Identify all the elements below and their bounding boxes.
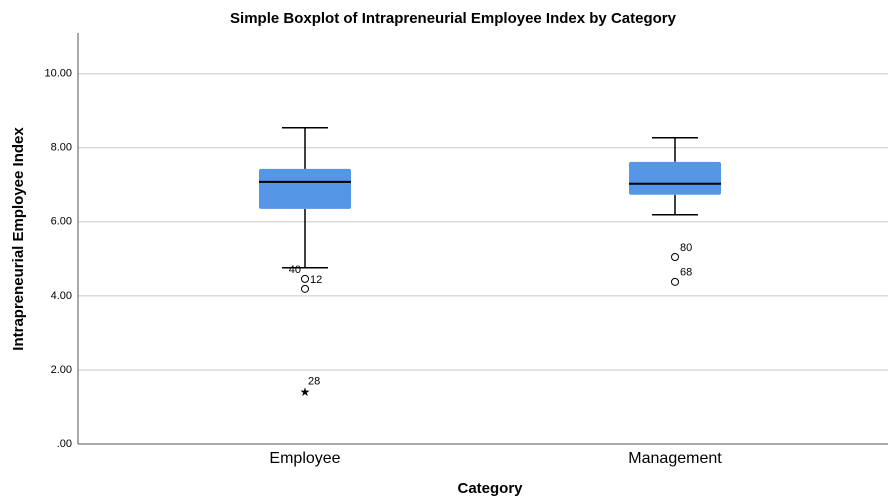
y-tick-label: 2.00 [51,364,72,376]
x-tick-label: Management [628,450,722,467]
outlier [671,277,679,286]
outlier-label: 80 [680,242,692,254]
extreme-label: 28 [308,376,320,388]
x-axis-label: Category [457,480,523,497]
outlier-label: 12 [310,274,322,286]
box [629,161,721,195]
outlier-label: 68 [680,267,692,279]
outlier [301,274,309,283]
chart-title: Simple Boxplot of Intrapreneurial Employ… [230,10,677,27]
y-tick-label: 4.00 [51,290,72,302]
y-tick-label: 10.00 [44,68,72,80]
x-tick-label: Employee [269,450,340,467]
box [259,168,351,209]
outlier-label: 40 [289,264,301,276]
y-tick-label: .00 [57,438,72,450]
outlier [301,284,309,293]
outlier [671,253,679,262]
y-axis-label: Intrapreneurial Employee Index [10,127,27,351]
y-tick-label: 6.00 [51,216,72,228]
y-tick-label: 8.00 [51,142,72,154]
extreme: ★ [300,385,311,399]
